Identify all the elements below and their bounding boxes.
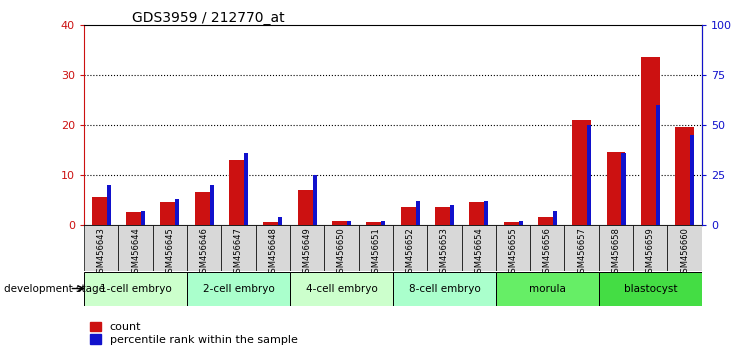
FancyBboxPatch shape xyxy=(221,225,256,271)
Bar xyxy=(484,201,488,225)
Text: GSM456649: GSM456649 xyxy=(303,227,311,278)
Bar xyxy=(141,211,145,225)
FancyBboxPatch shape xyxy=(359,225,393,271)
FancyBboxPatch shape xyxy=(84,225,118,271)
FancyBboxPatch shape xyxy=(461,225,496,271)
Text: GSM456656: GSM456656 xyxy=(543,227,552,278)
Bar xyxy=(279,217,282,225)
FancyBboxPatch shape xyxy=(84,272,187,306)
FancyBboxPatch shape xyxy=(427,225,461,271)
FancyBboxPatch shape xyxy=(118,225,153,271)
Bar xyxy=(347,221,351,225)
Bar xyxy=(450,205,454,225)
Bar xyxy=(313,175,317,225)
Text: 4-cell embryo: 4-cell embryo xyxy=(306,284,377,293)
Bar xyxy=(656,105,660,225)
Text: GSM456652: GSM456652 xyxy=(406,227,414,278)
Bar xyxy=(382,221,385,225)
Bar xyxy=(621,153,626,225)
FancyBboxPatch shape xyxy=(153,225,187,271)
FancyBboxPatch shape xyxy=(667,225,702,271)
Bar xyxy=(587,125,591,225)
Bar xyxy=(263,222,282,225)
FancyBboxPatch shape xyxy=(564,225,599,271)
Bar xyxy=(538,217,557,225)
Bar xyxy=(641,57,659,225)
Text: GSM456645: GSM456645 xyxy=(165,227,175,278)
FancyBboxPatch shape xyxy=(256,225,290,271)
Bar xyxy=(244,153,248,225)
Text: development stage: development stage xyxy=(4,284,105,293)
Text: 8-cell embryo: 8-cell embryo xyxy=(409,284,480,293)
FancyBboxPatch shape xyxy=(187,272,290,306)
FancyBboxPatch shape xyxy=(290,225,325,271)
FancyBboxPatch shape xyxy=(325,225,359,271)
Bar xyxy=(229,160,248,225)
Text: GSM456643: GSM456643 xyxy=(96,227,106,278)
Text: morula: morula xyxy=(529,284,566,293)
Bar xyxy=(175,199,180,225)
Text: GSM456660: GSM456660 xyxy=(680,227,689,278)
Bar xyxy=(401,207,420,225)
Bar xyxy=(107,185,111,225)
Bar xyxy=(210,185,213,225)
Bar xyxy=(160,202,179,225)
Bar xyxy=(469,202,488,225)
FancyBboxPatch shape xyxy=(633,225,667,271)
FancyBboxPatch shape xyxy=(496,272,599,306)
Text: GSM456650: GSM456650 xyxy=(337,227,346,278)
Bar xyxy=(518,221,523,225)
FancyBboxPatch shape xyxy=(599,272,702,306)
Text: GSM456654: GSM456654 xyxy=(474,227,483,278)
FancyBboxPatch shape xyxy=(530,225,564,271)
Bar xyxy=(332,221,351,225)
Bar xyxy=(675,127,694,225)
Text: GSM456651: GSM456651 xyxy=(371,227,380,278)
Text: GSM456659: GSM456659 xyxy=(645,227,655,278)
FancyBboxPatch shape xyxy=(393,225,427,271)
Bar xyxy=(504,222,523,225)
Bar xyxy=(92,197,110,225)
Text: 2-cell embryo: 2-cell embryo xyxy=(202,284,274,293)
Bar xyxy=(298,190,317,225)
Bar xyxy=(415,201,420,225)
Text: GSM456653: GSM456653 xyxy=(440,227,449,278)
Bar xyxy=(435,207,454,225)
Bar xyxy=(607,152,626,225)
Bar xyxy=(553,211,557,225)
Text: blastocyst: blastocyst xyxy=(624,284,677,293)
Bar xyxy=(194,192,213,225)
FancyBboxPatch shape xyxy=(290,272,393,306)
Bar xyxy=(690,135,694,225)
FancyBboxPatch shape xyxy=(496,225,530,271)
Text: GSM456646: GSM456646 xyxy=(200,227,208,278)
FancyBboxPatch shape xyxy=(393,272,496,306)
FancyBboxPatch shape xyxy=(599,225,633,271)
Text: GSM456655: GSM456655 xyxy=(509,227,518,278)
Text: GDS3959 / 212770_at: GDS3959 / 212770_at xyxy=(132,11,284,25)
Text: GSM456657: GSM456657 xyxy=(577,227,586,278)
Text: GSM456647: GSM456647 xyxy=(234,227,243,278)
Text: GSM456644: GSM456644 xyxy=(131,227,140,278)
Text: GSM456648: GSM456648 xyxy=(268,227,277,278)
FancyBboxPatch shape xyxy=(187,225,221,271)
Bar xyxy=(572,120,591,225)
Legend: count, percentile rank within the sample: count, percentile rank within the sample xyxy=(90,322,298,345)
Text: 1-cell embryo: 1-cell embryo xyxy=(99,284,171,293)
Text: GSM456658: GSM456658 xyxy=(611,227,621,278)
Bar xyxy=(126,212,145,225)
Bar xyxy=(366,222,385,225)
